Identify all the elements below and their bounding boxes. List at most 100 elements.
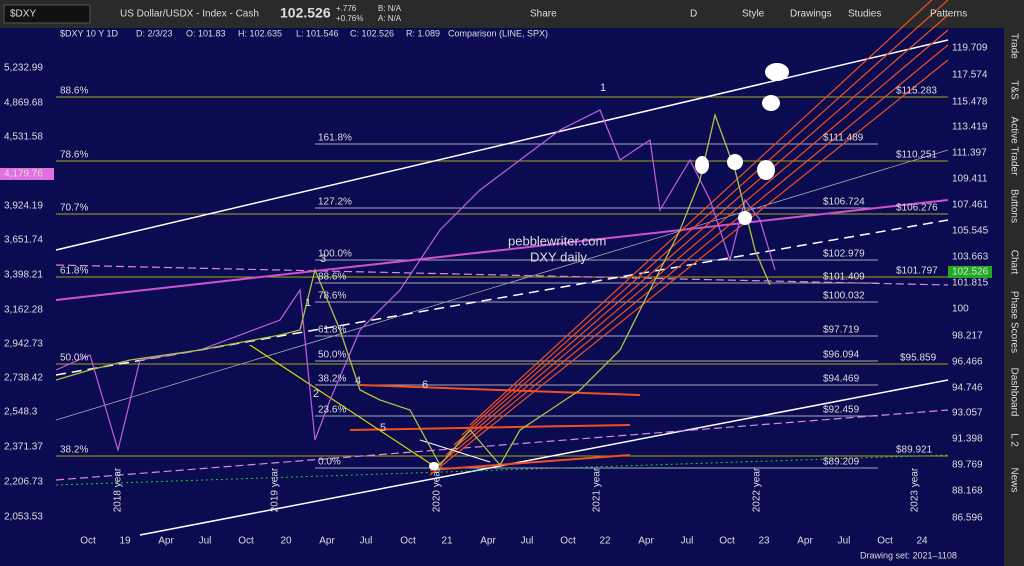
symbol-box[interactable]: [3, 4, 91, 24]
drawing-line: [55, 39, 949, 251]
fib-level-price: $94.469: [823, 374, 860, 385]
fib-level-price: $106.724: [823, 197, 865, 208]
drawing-line: [55, 264, 949, 286]
time-axis-label: 19: [119, 536, 131, 547]
time-axis-label: Oct: [877, 536, 893, 547]
right-axis-label: 111.397: [952, 148, 987, 159]
instrument-title: US Dollar/USDX - Index - Cash: [120, 9, 259, 20]
time-axis-label: 22: [599, 536, 611, 547]
watermark-site: pebblewriter.com: [508, 233, 606, 248]
fib-level-label: 161.8%: [318, 133, 352, 144]
drawing-line: [429, 454, 631, 471]
time-axis-label: Oct: [80, 536, 96, 547]
right-axis-label: 115.478: [952, 97, 988, 108]
fib-level-price: $115.283: [896, 86, 937, 97]
side-tab[interactable]: Buttons: [1008, 189, 1019, 223]
left-axis-label: 4,531.58: [4, 132, 43, 143]
side-tab[interactable]: Chart: [1008, 250, 1019, 275]
toolbar-button[interactable]: Style: [742, 9, 765, 20]
time-axis-label: 20: [280, 536, 292, 547]
drawing-line: [55, 454, 949, 486]
fib-level-label: 61.8%: [60, 266, 88, 277]
drawing-line: [469, 0, 933, 426]
study-label: $DXY 10 Y 1D: [60, 28, 119, 38]
left-axis-label: 5,232.99: [4, 63, 43, 74]
side-tab[interactable]: Dashboard: [1008, 368, 1019, 417]
fib-level-label: 0.0%: [318, 457, 341, 468]
change: +.776: [336, 4, 357, 13]
right-axis-label: 88.168: [952, 486, 983, 497]
side-tab[interactable]: News: [1008, 467, 1019, 492]
toolbar-button[interactable]: Studies: [848, 9, 881, 20]
right-axis-area: [948, 28, 1004, 566]
toolbar-button[interactable]: Share: [530, 9, 557, 20]
right-axis-label: 103.663: [952, 252, 989, 263]
right-axis-label: 89.769: [952, 460, 983, 471]
symbol[interactable]: $DXY: [10, 9, 36, 20]
drawing-line: [437, 44, 949, 466]
fib-level-price: $89.921: [896, 445, 933, 456]
right-axis-label: 107.461: [952, 200, 989, 211]
wave-label: 1: [600, 82, 606, 94]
time-axis-label: Apr: [480, 536, 496, 547]
left-axis-label: 2,206.73: [4, 477, 43, 488]
side-tab[interactable]: T&S: [1008, 80, 1019, 100]
comparison: Comparison (LINE, SPX): [448, 28, 548, 38]
drawing-line: [359, 384, 641, 396]
right-axis-label: 113.419: [952, 122, 988, 133]
drawing-line: [55, 199, 949, 301]
fib-level-price: $106.276: [896, 203, 938, 214]
year-watermark: 2021 year: [592, 467, 603, 512]
side-tab[interactable]: L 2: [1008, 433, 1019, 447]
last-price: 102.526: [280, 5, 331, 21]
drawing-line: [461, 0, 949, 436]
fib-level-label: 70.7%: [60, 203, 88, 214]
fib-level-price: $102.979: [823, 249, 865, 260]
chart-drawings: [55, 0, 949, 536]
toolbar-button[interactable]: D: [690, 9, 697, 20]
side-tab[interactable]: Active Trader: [1008, 117, 1019, 177]
right-axis-label: 100: [952, 304, 969, 315]
fib-level-price: $110.251: [896, 150, 937, 161]
wave-label: 2: [313, 388, 319, 400]
bid: B: N/A: [378, 4, 402, 13]
fib-level-price: $100.032: [823, 291, 865, 302]
right-axis-label: 117.574: [952, 70, 988, 81]
drawing-line: [453, 14, 949, 446]
marker: [765, 63, 789, 81]
side-tab[interactable]: Phase Scores: [1008, 291, 1019, 353]
drawing-line: [445, 29, 949, 456]
fib-level-label: 78.6%: [60, 150, 88, 161]
time-axis-label: Oct: [400, 536, 416, 547]
time-axis-label: Jul: [521, 536, 534, 547]
left-axis-label: 3,924.19: [4, 201, 43, 212]
fib-level-label: 50.0%: [318, 350, 346, 361]
fib-level-label: 78.6%: [318, 291, 346, 302]
high: H: 102.635: [238, 28, 282, 38]
left-axis-label: 3,162.28: [4, 305, 43, 316]
time-axis-label: Oct: [560, 536, 576, 547]
right-axis-label: 91.398: [952, 434, 983, 445]
year-watermark: 2018 year: [113, 467, 124, 512]
fib-level-price: $101.409: [823, 272, 865, 283]
fib-level-price: $111.489: [823, 133, 864, 144]
left-axis-label: 2,738.42: [4, 373, 43, 384]
fib-level-label: 88.6%: [318, 272, 346, 283]
side-tab[interactable]: Trade: [1008, 33, 1019, 59]
time-axis-area: [0, 548, 1004, 566]
wave-label: 6: [422, 379, 428, 391]
year-watermark: 2019 year: [270, 467, 281, 512]
wave-label: 1: [305, 297, 311, 309]
toolbar-button[interactable]: Patterns: [930, 9, 967, 20]
left-axis-label: 3,398.21: [4, 270, 43, 281]
drawing-set: Drawing set: 2021–1108: [860, 550, 957, 560]
price-flag: [0, 168, 54, 180]
drawing-line: [55, 409, 949, 481]
date: D: 2/3/23: [136, 28, 173, 38]
fib-level-price: $95.859: [900, 353, 937, 364]
toolbar-button[interactable]: Drawings: [790, 9, 832, 20]
right-axis-label: 105.545: [952, 226, 989, 237]
wave-label: 5: [380, 422, 386, 434]
left-axis-area: [0, 28, 56, 566]
